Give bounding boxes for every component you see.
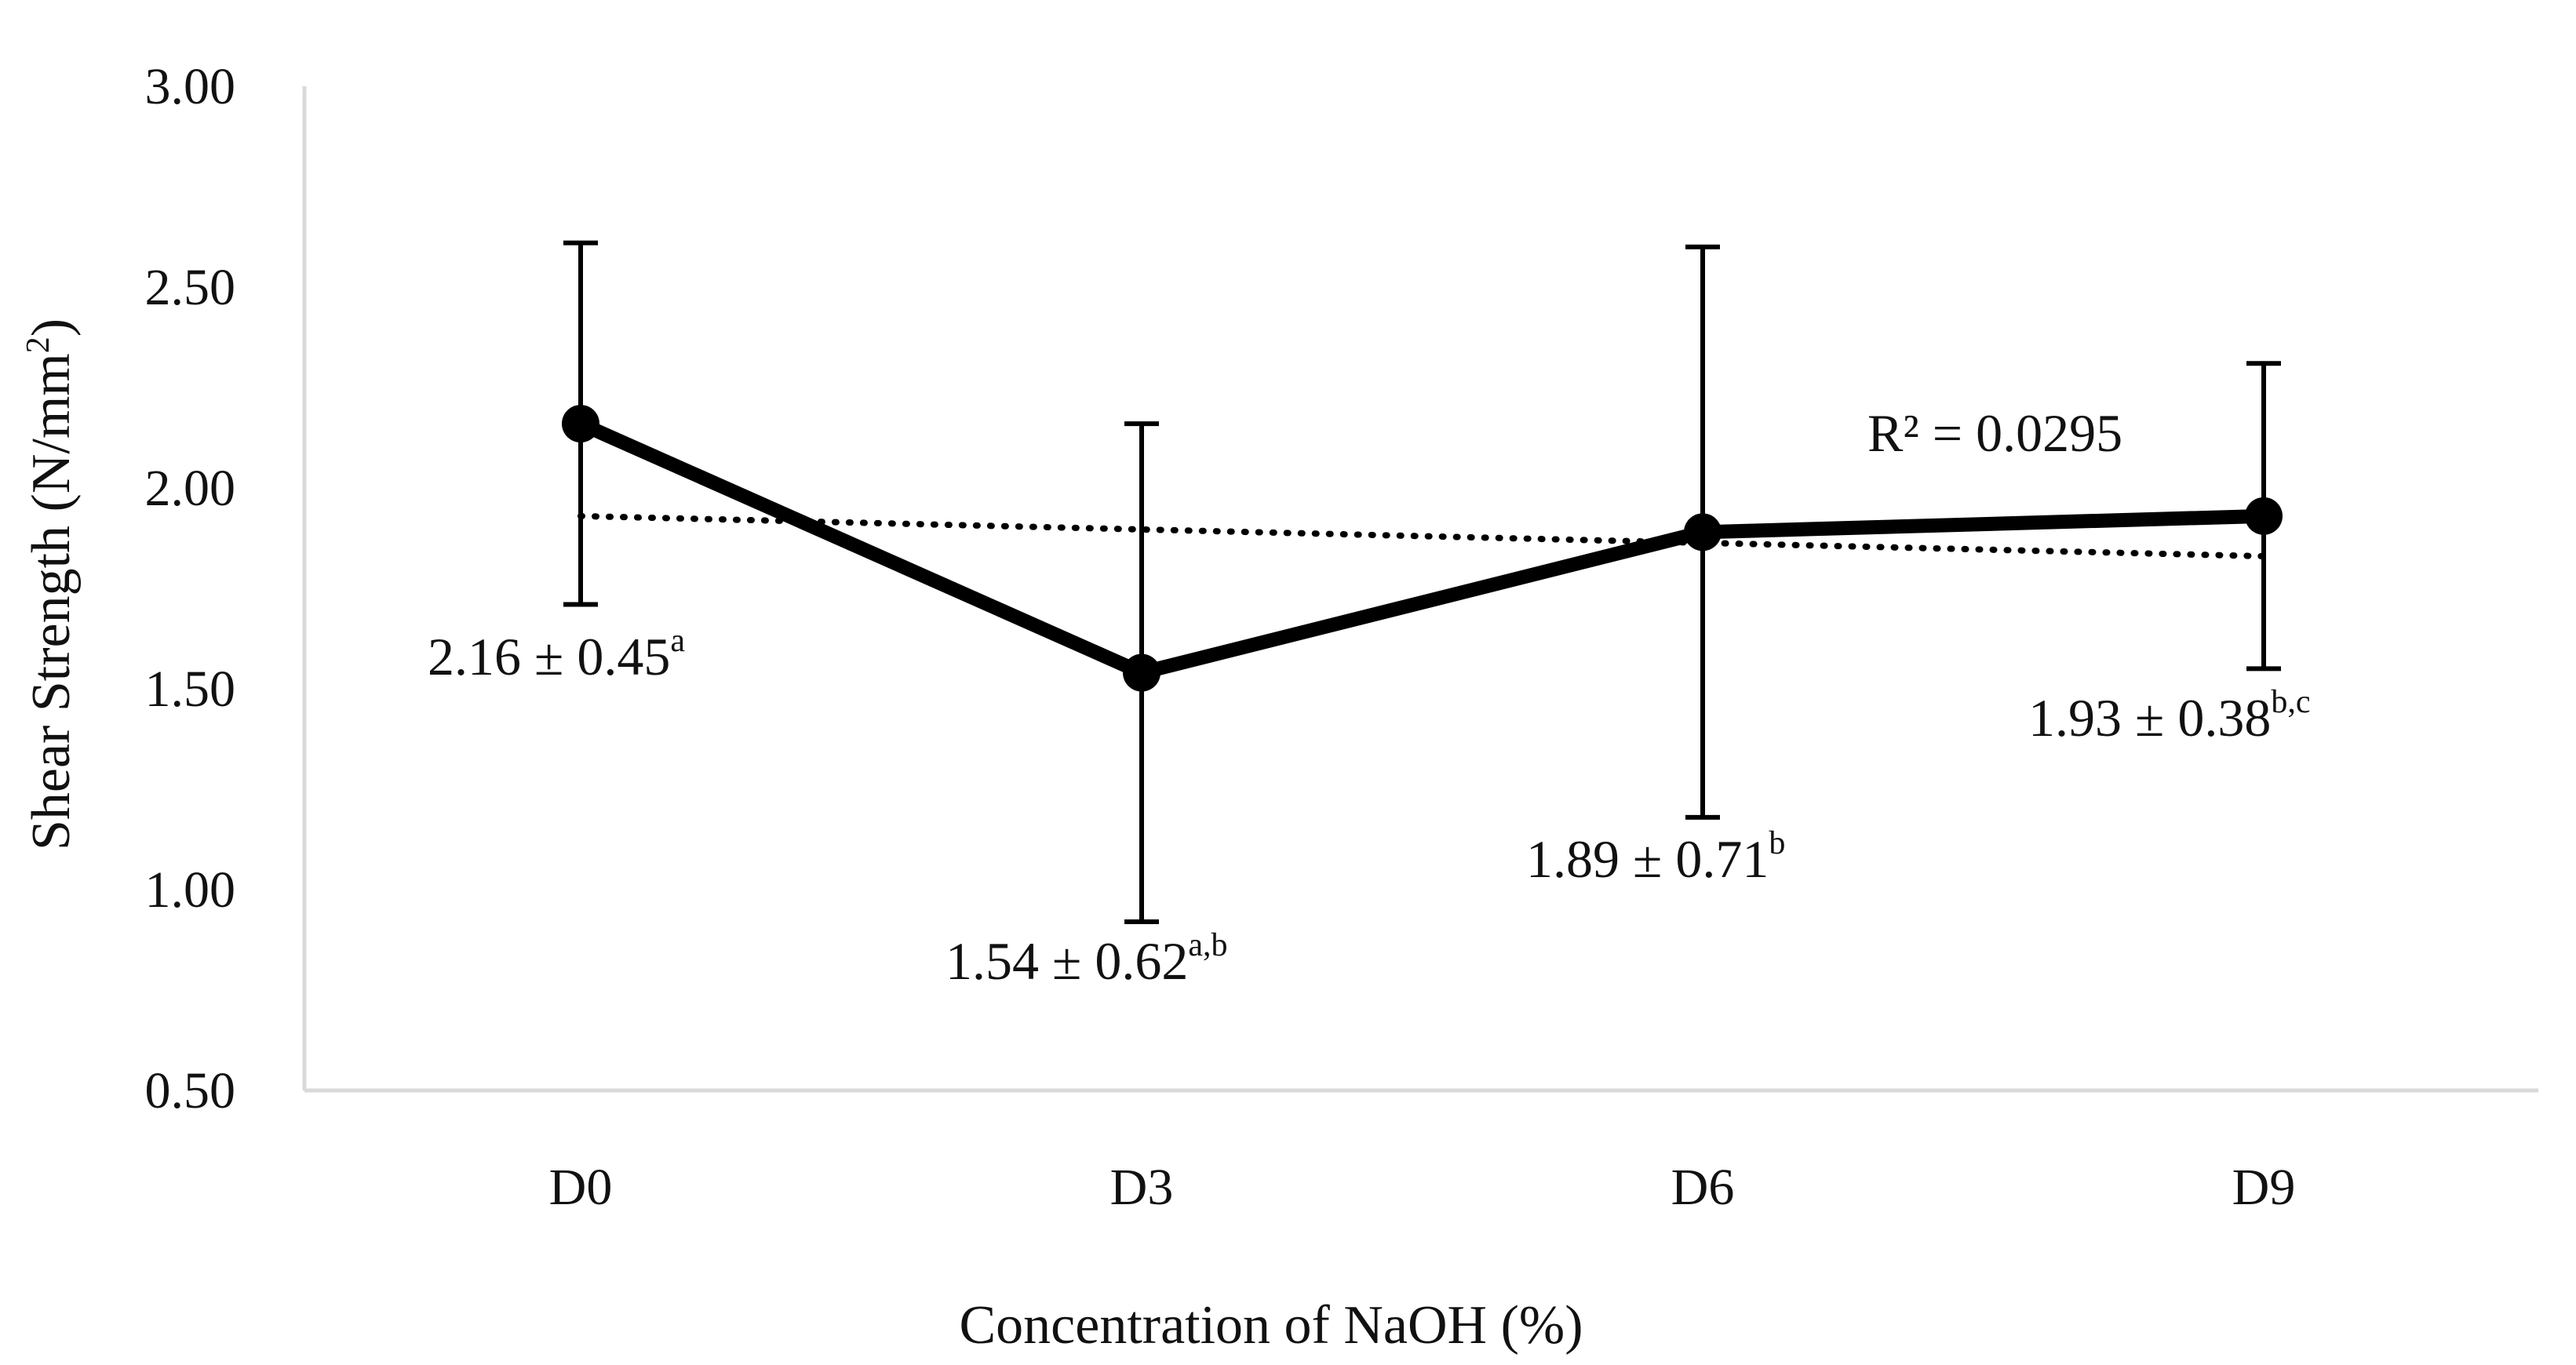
y-tick-label: 2.00: [145, 460, 236, 517]
x-axis-title: Concentration of NaOH (%): [959, 1295, 1583, 1356]
y-tick-label: 1.00: [145, 861, 236, 919]
y-axis-title: Shear Strength (N/mm2): [20, 318, 82, 850]
data-label: 1.54 ± 0.62a,b: [946, 927, 1227, 991]
r-squared-label: R² = 0.0295: [1867, 403, 2122, 463]
y-axis-title-close: ): [21, 318, 82, 337]
data-label-sup: a: [670, 623, 685, 659]
y-axis-title-text: Shear Strength (N/mm: [21, 353, 82, 850]
trendline-group: [578, 512, 2267, 560]
data-label-sup: a,b: [1188, 927, 1227, 963]
data-point: [1123, 653, 1160, 692]
x-ticks: D0 D3 D6 D9: [549, 1159, 2296, 1216]
data-label-sup: b: [1769, 825, 1785, 861]
y-tick-label: 2.50: [145, 259, 236, 316]
series-group: [562, 405, 2283, 692]
data-point: [562, 405, 599, 443]
data-label-value: 2.16 ± 0.45: [428, 627, 670, 686]
y-tick-label: 1.50: [145, 661, 236, 718]
x-tick-label: D3: [1110, 1159, 1174, 1216]
data-label: 1.93 ± 0.38b,c: [2028, 684, 2310, 748]
x-tick-label: D9: [2232, 1159, 2296, 1216]
data-label-value: 1.54 ± 0.62: [946, 931, 1188, 991]
y-tick-label: 3.00: [145, 58, 236, 115]
x-tick-label: D0: [549, 1159, 613, 1216]
error-bars: [563, 240, 2281, 924]
axes: [302, 86, 2538, 1093]
data-label: 1.89 ± 0.71b: [1526, 825, 1785, 889]
data-label: 2.16 ± 0.45a: [428, 623, 685, 686]
x-tick-label: D6: [1671, 1159, 1735, 1216]
data-label-value: 1.89 ± 0.71: [1526, 829, 1769, 889]
data-point: [1684, 513, 1722, 551]
data-label-value: 1.93 ± 0.38: [2028, 688, 2271, 748]
y-tick-label: 0.50: [145, 1062, 236, 1119]
y-ticks: 0.50 1.00 1.50 2.00 2.50 3.00: [145, 58, 236, 1119]
y-axis-title-sup: 2: [20, 337, 56, 353]
data-point: [2245, 497, 2283, 535]
series-line: [578, 417, 2264, 680]
trendline: [578, 512, 2267, 560]
data-label-sup: b,c: [2271, 684, 2310, 720]
